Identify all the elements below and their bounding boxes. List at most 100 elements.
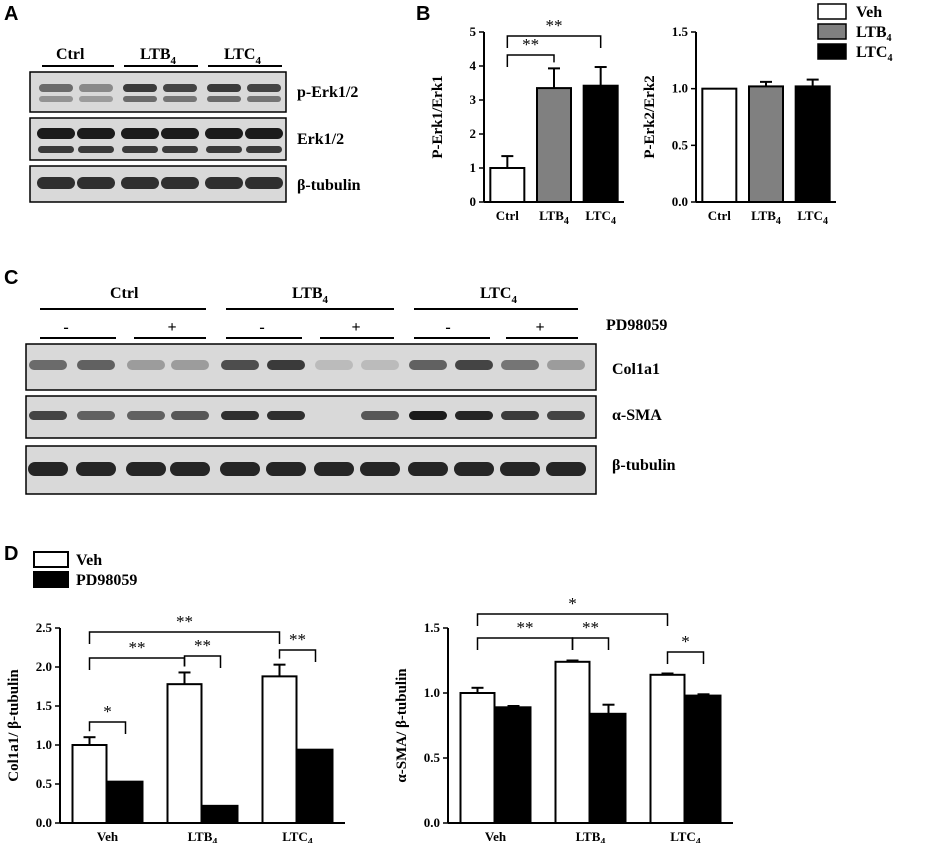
chart-b2-bar-0 (701, 87, 738, 203)
chart-d2-y-tick-label: 1.5 (424, 620, 441, 635)
chart-b1-x-tick-label: LTC4 (585, 208, 616, 227)
panel-c-sign-5: - (445, 319, 450, 336)
legend-swatch-pd-d (33, 571, 69, 588)
panel-c-label-asma: α-SMA (612, 407, 662, 424)
chart-p-erk1: 0 1 2 3 4 5 P-Erk1/Erk1 Ctrl LTB4 LTC4 ** ** (430, 16, 624, 227)
legend-label-pd-d: PD98059 (76, 572, 137, 589)
blot-tubulin-a-band (205, 177, 243, 189)
panel-letter-a: A (4, 3, 18, 25)
legend-swatch-ltb (817, 23, 847, 40)
blot-erk-band (37, 128, 75, 139)
chart-d1-significance-label: ** (176, 612, 193, 631)
blot-tubulin-a-band (161, 177, 199, 189)
chart-d2-significance-label: ** (582, 618, 599, 637)
chart-b2-bar-2 (794, 85, 831, 203)
panel-letter-b: B (416, 3, 430, 25)
blot-erk-band (121, 128, 159, 139)
blot-asma-band (77, 411, 115, 420)
chart-b1-x-tick-label: LTB4 (539, 208, 569, 227)
blot-asma-band (547, 411, 585, 420)
panel-c-group-ltb: LTB4 (292, 285, 329, 306)
chart-b1-y-tick-label: 2 (470, 126, 477, 141)
chart-b1-bar-2 (582, 84, 619, 203)
chart-d2-bar-s1-c1 (590, 712, 627, 824)
chart-b1-y-tick-label: 4 (470, 58, 477, 73)
blot-tubulin-c-band (408, 462, 448, 476)
chart-b1-significance-label: ** (522, 35, 539, 54)
legend-swatch-veh-d (33, 551, 69, 568)
panel-c-blots (25, 343, 597, 495)
blot-asma-band (29, 411, 67, 420)
blot-p-erk-band (79, 84, 113, 92)
chart-d1-bar-s0-c1 (166, 683, 203, 824)
chart-d1-significance-label: ** (194, 636, 211, 655)
chart-d2-significance-label: ** (517, 618, 534, 637)
blot-tubulin-c-band (314, 462, 354, 476)
panel-c-sign-4: + (351, 319, 360, 336)
blot-p-erk-band (79, 96, 113, 102)
chart-b2-y-tick-label: 1.5 (672, 24, 689, 39)
chart-d1-y-axis-title: Col1a1/ β-tubulin (6, 669, 22, 782)
panel-c-label-tubulin: β-tubulin (612, 457, 676, 474)
blot-p-erk-band (123, 84, 157, 92)
panel-a-group-headers: Ctrl LTB4 LTC4 (42, 46, 282, 67)
chart-d1-bar-s0-c2 (261, 675, 298, 824)
blot-tubulin-c-band (76, 462, 116, 476)
legend-label-veh-d: Veh (76, 552, 102, 569)
chart-d2-significance-bracket (476, 637, 574, 650)
panel-c-sign-1: - (63, 319, 68, 336)
chart-asma: 0.0 0.5 1.0 1.5 α-SMA/ β-tubulin Veh LTB4 LTC4 *… (394, 594, 733, 843)
chart-d1-bar-s1-c0 (107, 780, 144, 824)
blot-erk-band (245, 128, 283, 139)
blot-erk-band (78, 146, 114, 153)
blot-p-erk-band (207, 96, 241, 102)
blot-p-erk-band (123, 96, 157, 102)
legend-label-veh: Veh (856, 4, 882, 21)
blot-tubulin-a-band (37, 177, 75, 189)
blot-asma-band (171, 411, 209, 420)
chart-b1-significance-bracket (506, 54, 555, 67)
panel-letter-c: C (4, 267, 18, 289)
chart-b2-y-axis-title: P-Erk2/Erk2 (642, 75, 658, 158)
blot-col1a1-band (77, 360, 115, 370)
blot-asma-band (267, 411, 305, 420)
panel-a-blots (29, 71, 287, 203)
chart-b1-x-tick-label: Ctrl (496, 208, 519, 223)
chart-b1-y-tick-label: 5 (470, 24, 477, 39)
chart-d2-y-axis-title: α-SMA/ β-tubulin (394, 668, 410, 783)
chart-b1-bar-0 (489, 167, 526, 203)
panel-c-treatment-label: PD98059 (606, 317, 667, 334)
chart-d2-x-tick-label: LTC4 (670, 829, 701, 843)
chart-d1-bar-s1-c2 (297, 748, 334, 824)
chart-b1-bar-1 (536, 87, 572, 203)
chart-d1-y-tick-label: 1.0 (36, 737, 52, 752)
blot-p-erk-band (163, 84, 197, 92)
blot-asma-band (409, 411, 447, 420)
chart-b2-x-tick-label: Ctrl (708, 208, 731, 223)
blot-tubulin-a-band (245, 177, 283, 189)
chart-b1-significance-bracket (506, 35, 602, 48)
chart-b1-significance-label: ** (546, 16, 563, 35)
chart-col1a1: 0.0 0.5 1.0 1.5 2.0 2.5 Col1a1/ β-tubulin Veh LT… (6, 612, 345, 843)
chart-b2-x-tick-label: LTC4 (797, 208, 828, 227)
chart-b1-y-axis-title: P-Erk1/Erk1 (430, 75, 446, 158)
blot-erk-band (122, 146, 158, 153)
chart-d2-significance-bracket (476, 613, 669, 626)
blot-erk-band (38, 146, 74, 153)
chart-d1-bar-s0-c0 (71, 744, 108, 824)
chart-b1-y-tick-label: 3 (470, 92, 477, 107)
blot-col1a1-frame (25, 343, 597, 391)
blot-tubulin-c-band (266, 462, 306, 476)
blot-col1a1-band (29, 360, 67, 370)
chart-d2-significance-bracket (571, 637, 610, 650)
blot-p-erk-band (39, 84, 73, 92)
panel-c-group-ltc: LTC4 (480, 285, 517, 306)
blot-p-erk-band (39, 96, 73, 102)
blot-erk-band (246, 146, 282, 153)
blot-p-erk-frame (29, 71, 287, 113)
chart-b2-x-tick-label: LTB4 (751, 208, 781, 227)
blot-tubulin-c-band (454, 462, 494, 476)
panel-c-headers: Ctrl LTB4 LTC4 - + - + - + PD98059 (40, 285, 667, 339)
chart-d1-y-tick-label: 0.5 (36, 776, 53, 791)
